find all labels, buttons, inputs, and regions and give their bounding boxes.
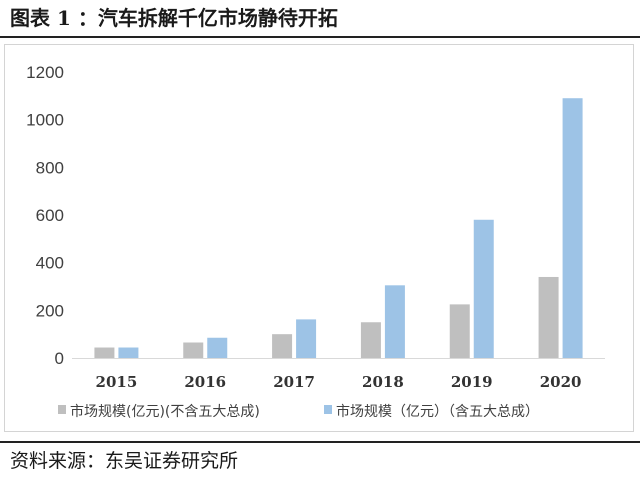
- x-tick-label: 2020: [540, 373, 582, 391]
- x-tick-label: 2018: [362, 373, 404, 391]
- bar-excl-2016: [183, 342, 204, 358]
- legend: 市场规模(亿元)(不含五大总成) 市场规模（亿元）（含五大总成）: [58, 403, 539, 420]
- bar-excl-2015: [94, 347, 115, 358]
- legend-label-2: 市场规模（亿元）（含五大总成）: [336, 403, 539, 420]
- bar-excl-2017: [272, 334, 293, 358]
- legend-swatch-1: [58, 405, 66, 414]
- source-note: 资料来源：东吴证券研究所: [10, 450, 239, 472]
- x-tick-label: 2016: [184, 373, 226, 391]
- y-axis: 0 200 400 600 800 1000 1200: [26, 63, 64, 368]
- bar-incl-2016: [207, 337, 228, 358]
- y-tick-label: 1000: [26, 111, 64, 130]
- figure-title: 图表 1 ：汽车拆解千亿市场静待开拓: [10, 6, 338, 30]
- bar-incl-2020: [562, 98, 583, 358]
- chart-frame: [4, 44, 634, 432]
- x-tick-label: 2017: [273, 373, 315, 391]
- bar-incl-2019: [473, 219, 494, 358]
- source-rule: [0, 441, 640, 443]
- x-tick-label: 2015: [96, 373, 138, 391]
- x-tick-label: 2019: [451, 373, 493, 391]
- bars: [94, 98, 583, 358]
- y-tick-label: 0: [55, 349, 64, 368]
- title-rule: [0, 36, 640, 38]
- legend-swatch-2: [324, 405, 332, 414]
- y-tick-label: 400: [36, 254, 64, 273]
- y-tick-label: 1200: [26, 63, 64, 82]
- bar-excl-2020: [538, 276, 559, 358]
- bar-incl-2015: [118, 347, 139, 358]
- x-axis: 2015 2016 2017 2018 2019 2020: [96, 373, 582, 391]
- bar-excl-2019: [449, 304, 470, 358]
- legend-label-1: 市场规模(亿元)(不含五大总成): [70, 403, 260, 420]
- bar-incl-2018: [384, 285, 405, 358]
- y-tick-label: 200: [36, 301, 64, 320]
- bar-incl-2017: [296, 319, 317, 358]
- y-tick-label: 600: [36, 206, 64, 225]
- y-tick-label: 800: [36, 158, 64, 177]
- bar-excl-2018: [360, 322, 381, 358]
